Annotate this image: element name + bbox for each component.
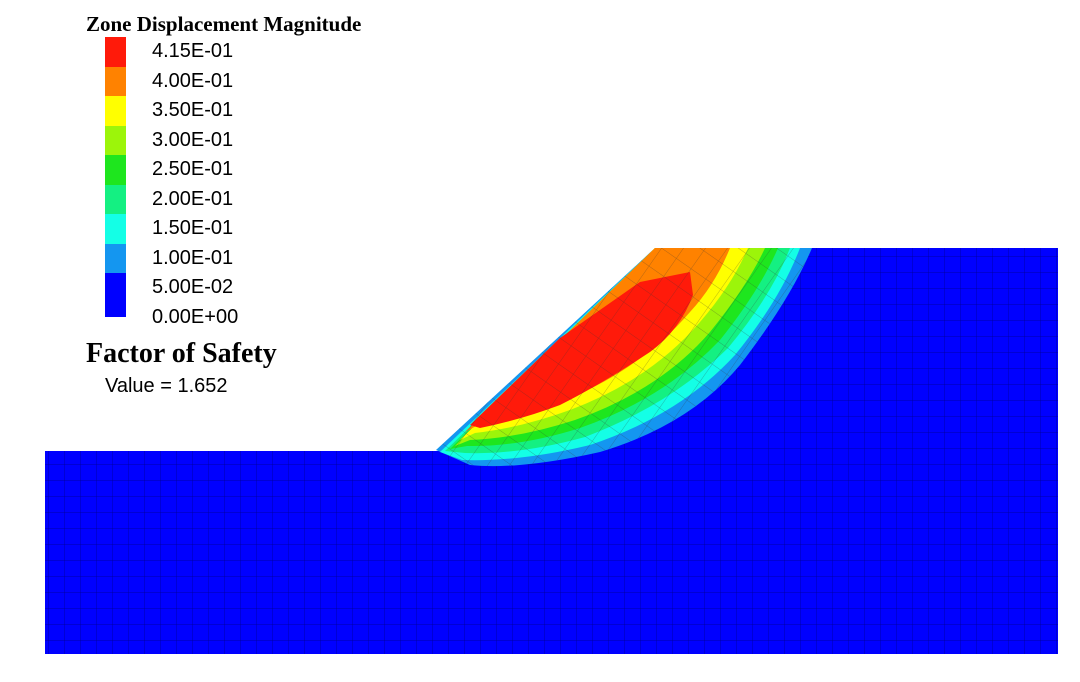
legend-label-bottom: 0.00E+00 — [152, 305, 239, 328]
value-label: Value = — [105, 375, 178, 397]
legend-label: 3.50E-01 — [152, 99, 234, 121]
legend-swatch — [105, 125, 126, 156]
legend-label: 5.00E-02 — [152, 276, 234, 298]
legend-label: 4.00E-01 — [152, 69, 234, 92]
legend-title: Zone Displacement Magnitude — [86, 12, 362, 36]
legend-swatch — [105, 96, 126, 126]
legend-swatch — [105, 243, 126, 274]
legend-swatch — [105, 66, 126, 97]
legend-swatch — [105, 273, 126, 317]
value-number: 1.652 — [177, 375, 228, 397]
legend-label: 1.00E-01 — [152, 246, 234, 269]
legend-label: 3.00E-01 — [152, 128, 234, 151]
legend-swatch — [105, 214, 126, 244]
legend-swatch — [105, 184, 126, 215]
legend-swatch — [105, 37, 126, 67]
legend-label: 4.15E-01 — [152, 40, 234, 62]
factor-of-safety-title: Factor of Safety — [86, 338, 277, 369]
factor-of-safety-value: Value = 1.652 — [105, 375, 228, 398]
legend-label: 1.50E-01 — [152, 217, 234, 239]
legend-swatch — [105, 155, 126, 185]
legend-label: 2.00E-01 — [152, 187, 234, 210]
legend-label: 2.50E-01 — [152, 158, 234, 180]
slip-mesh — [436, 248, 812, 467]
